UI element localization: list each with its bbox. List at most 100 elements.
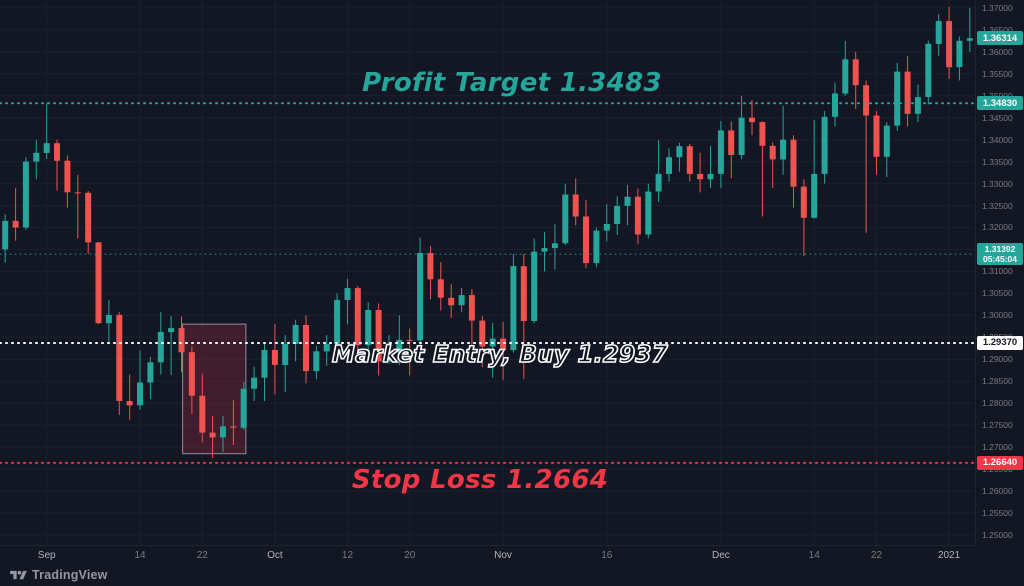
candle [717, 130, 724, 174]
candle [74, 192, 81, 194]
candle [116, 314, 123, 401]
price-tick-label: 1.28500 [982, 376, 1013, 387]
candle [386, 352, 392, 362]
time-tick-label: 12 [341, 550, 354, 561]
candle [904, 71, 911, 114]
candle [157, 332, 164, 363]
candle [282, 343, 289, 365]
candles [2, 6, 973, 458]
price-tick-label: 1.32000 [982, 222, 1013, 233]
candle [883, 125, 890, 157]
time-tick-label: 2021 [937, 550, 961, 561]
price-tick-label: 1.35000 [982, 91, 1013, 101]
candle [199, 395, 206, 433]
price-axis[interactable]: 1.36314 1.34830 1.31392 05:45:04 1.29370… [975, 0, 1024, 545]
candle [33, 152, 40, 162]
stop-loss-price: 1.26640 [982, 457, 1018, 469]
candle [344, 288, 351, 300]
candle [666, 157, 672, 174]
candle [209, 432, 216, 438]
stop-loss-label[interactable]: Stop Loss 1.2664 [351, 465, 609, 495]
candle [292, 325, 299, 344]
candle [365, 310, 372, 346]
candle [759, 122, 766, 146]
alert-countdown: 05:45:04 [982, 254, 1018, 265]
candle [458, 295, 465, 306]
last-price-value: 1.36314 [982, 32, 1018, 44]
candle [551, 243, 558, 249]
time-tick-label: Nov [494, 550, 512, 561]
time-tick-label: 14 [808, 550, 820, 561]
tradingview-logo[interactable]: TradingView [10, 567, 108, 583]
candle [583, 216, 589, 264]
candle [842, 59, 849, 94]
candle [738, 117, 745, 155]
stop-loss-badge[interactable]: 1.26640 [977, 455, 1023, 470]
time-tick-label: Dec [711, 550, 730, 561]
price-tick-label: 1.33500 [982, 156, 1013, 167]
alert-badge[interactable]: 1.31392 05:45:04 [977, 243, 1023, 266]
price-tick-label: 1.30000 [982, 310, 1013, 321]
candle [510, 266, 517, 350]
candle [634, 196, 641, 235]
candle [230, 426, 237, 428]
candle [500, 338, 507, 350]
market-entry-badge[interactable]: 1.29370 [977, 335, 1023, 350]
profit-target-badge[interactable]: 1.34830 [977, 96, 1023, 111]
price-tick-label: 1.37000 [982, 2, 1013, 13]
market-entry-label[interactable]: Market Entry, Buy 1.2937 [331, 341, 669, 369]
price-tick-label: 1.25000 [982, 529, 1013, 540]
price-tick-label: 1.34000 [982, 134, 1013, 145]
price-tick-label: 1.32500 [982, 200, 1013, 211]
candle [271, 350, 278, 365]
candle [800, 186, 807, 218]
profit-target-label[interactable]: Profit Target 1.3483 [362, 68, 662, 98]
candle [821, 116, 828, 174]
candle [220, 426, 226, 438]
time-tick-label: Oct [267, 550, 283, 561]
candle [396, 339, 403, 353]
candle [728, 130, 735, 155]
candle [64, 160, 71, 193]
candle [832, 93, 838, 117]
candle [645, 191, 652, 235]
candle [686, 146, 693, 174]
candle [697, 173, 704, 180]
candle [437, 279, 444, 298]
price-tick-label: 1.31000 [982, 266, 1013, 277]
candle [12, 220, 19, 228]
candle [188, 352, 195, 396]
candle [251, 377, 258, 389]
candle [531, 251, 538, 321]
price-tick-label: 1.29000 [982, 354, 1013, 365]
price-tick-label: 1.30500 [982, 288, 1013, 299]
candle [375, 310, 382, 362]
candle [852, 59, 859, 86]
candle [780, 139, 787, 160]
price-tick-label: 1.36000 [982, 46, 1013, 57]
price-tick-label: 1.34500 [982, 112, 1013, 123]
candle [2, 220, 9, 250]
candle [137, 382, 143, 406]
candle [479, 320, 486, 347]
candle [769, 145, 776, 160]
candle [303, 325, 309, 372]
candle [614, 206, 621, 224]
candle [603, 224, 610, 231]
candle [85, 192, 92, 243]
candle [406, 339, 413, 341]
candle [749, 117, 755, 123]
alert-price: 1.31392 [984, 244, 1016, 255]
candle [676, 146, 683, 158]
candle [966, 38, 973, 41]
price-tick-label: 1.27000 [982, 442, 1013, 453]
time-axis[interactable]: Sep 14 22 Oct 12 20 Nov 16 Dec 14 22 2021 [0, 545, 975, 565]
candle [624, 196, 631, 206]
candle [520, 266, 527, 321]
time-tick-label: 22 [196, 550, 208, 561]
candle [126, 401, 133, 406]
price-tick-label: 1.33000 [982, 178, 1013, 189]
candle [323, 343, 330, 352]
candle [147, 362, 154, 383]
candlestick-chart[interactable] [0, 0, 975, 545]
